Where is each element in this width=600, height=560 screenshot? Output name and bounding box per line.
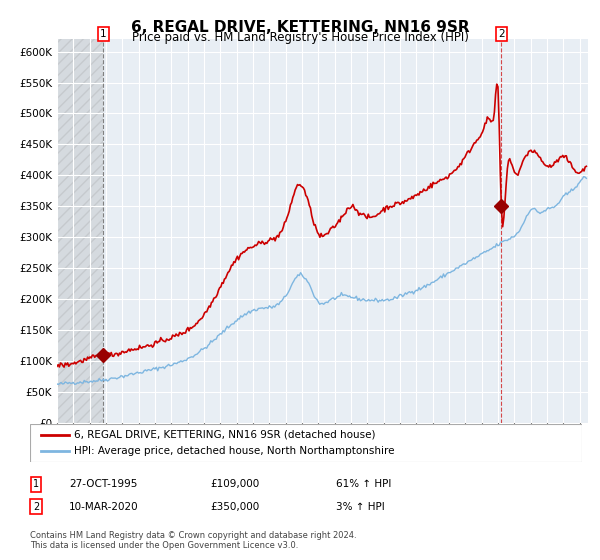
Text: HPI: Average price, detached house, North Northamptonshire: HPI: Average price, detached house, Nort…	[74, 446, 395, 456]
Text: 2: 2	[498, 29, 505, 39]
Text: £350,000: £350,000	[210, 502, 259, 512]
Text: 2: 2	[33, 502, 39, 512]
Text: 6, REGAL DRIVE, KETTERING, NN16 9SR: 6, REGAL DRIVE, KETTERING, NN16 9SR	[131, 20, 469, 35]
Text: 3% ↑ HPI: 3% ↑ HPI	[336, 502, 385, 512]
Text: 27-OCT-1995: 27-OCT-1995	[69, 479, 137, 489]
Text: 10-MAR-2020: 10-MAR-2020	[69, 502, 139, 512]
Text: 1: 1	[33, 479, 39, 489]
FancyBboxPatch shape	[30, 424, 582, 462]
Text: 6, REGAL DRIVE, KETTERING, NN16 9SR (detached house): 6, REGAL DRIVE, KETTERING, NN16 9SR (det…	[74, 430, 376, 440]
Text: Contains HM Land Registry data © Crown copyright and database right 2024.
This d: Contains HM Land Registry data © Crown c…	[30, 530, 356, 550]
Text: £109,000: £109,000	[210, 479, 259, 489]
Text: 1: 1	[100, 29, 107, 39]
Text: 61% ↑ HPI: 61% ↑ HPI	[336, 479, 391, 489]
Text: Price paid vs. HM Land Registry's House Price Index (HPI): Price paid vs. HM Land Registry's House …	[131, 31, 469, 44]
